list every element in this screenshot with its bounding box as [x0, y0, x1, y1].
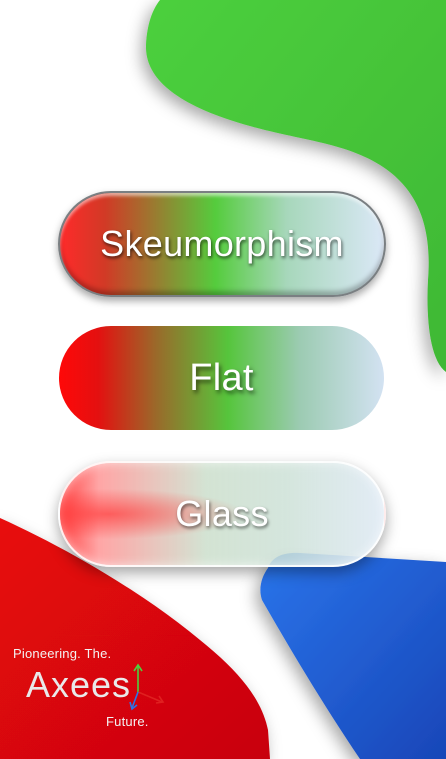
skeuomorphism-button[interactable]: Skeumorphism	[58, 191, 386, 297]
skeuomorphism-button-label: Skeumorphism	[100, 223, 344, 264]
logo-wordmark: Axees	[26, 664, 132, 705]
green-blob	[145, 0, 446, 372]
axees-logo: Pioneering. The. Axees Future.	[10, 644, 180, 734]
glass-button[interactable]: Glass	[58, 461, 386, 567]
logo-tagline-top: Pioneering. The.	[13, 646, 112, 661]
flat-button-label: Flat	[189, 357, 254, 399]
flat-button[interactable]: Flat	[59, 326, 384, 430]
logo-tagline-bottom: Future.	[106, 714, 149, 729]
blue-blob	[260, 552, 446, 759]
glass-button-label: Glass	[175, 493, 269, 534]
red-blob	[0, 518, 270, 759]
axis-arrows-icon	[129, 663, 165, 711]
